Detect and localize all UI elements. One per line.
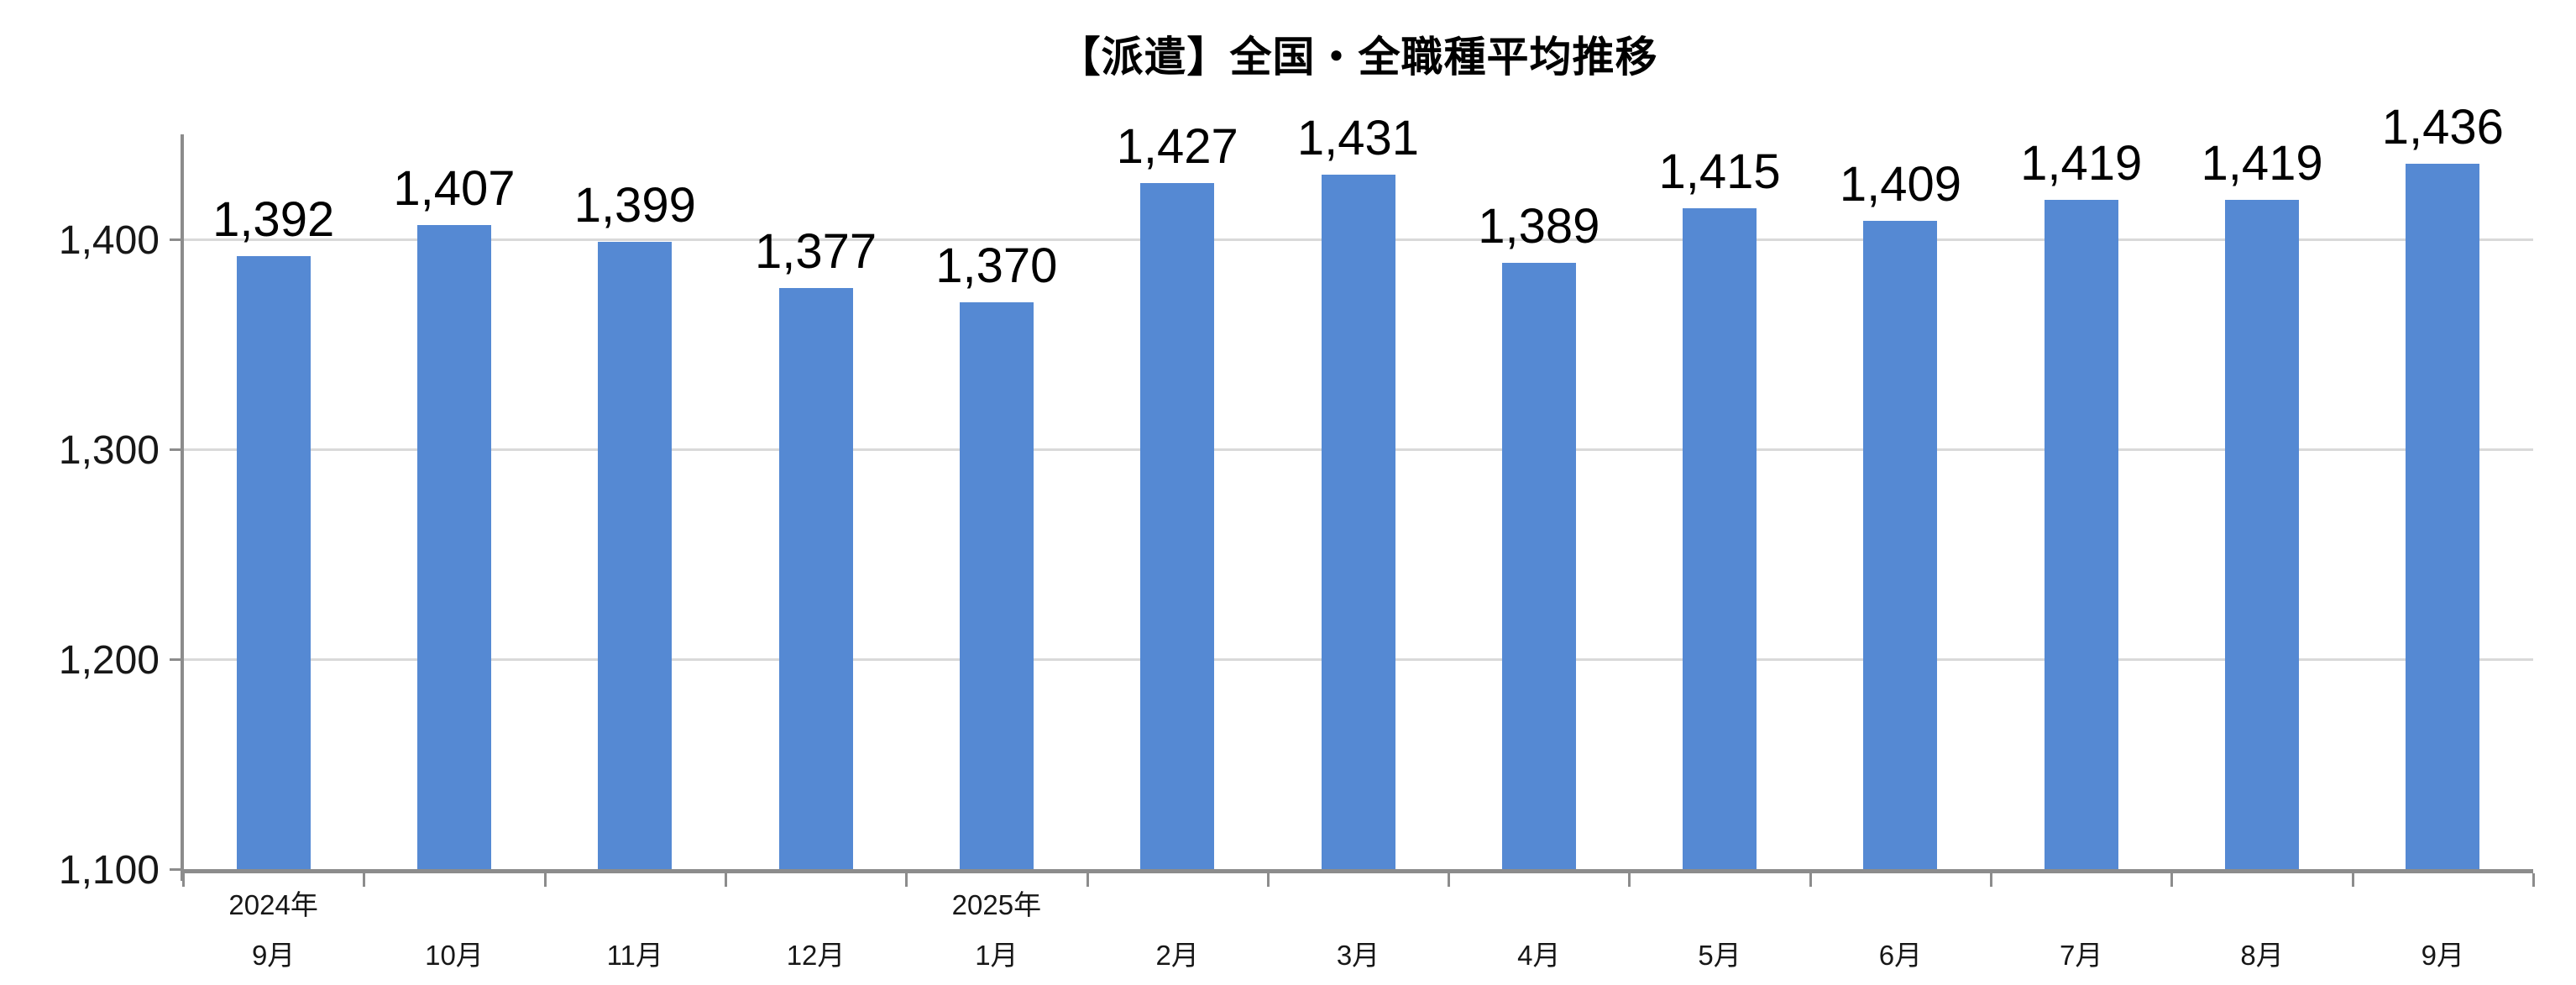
- y-axis-label-1100: 1,100: [58, 848, 160, 893]
- data-label-2: 1,399: [573, 177, 696, 233]
- x-axis-month-label-7: 4月: [1517, 940, 1561, 971]
- data-label-9: 1,409: [1839, 156, 1961, 212]
- bar-7月-10: [2044, 199, 2118, 869]
- x-axis-month-label-6: 3月: [1336, 940, 1380, 971]
- data-label-1: 1,407: [393, 160, 516, 216]
- y-axis-label-1200: 1,200: [58, 638, 160, 683]
- x-axis-tick-13: [2532, 873, 2535, 887]
- bar-9月-0: [236, 256, 311, 869]
- x-axis-month-label-1: 10月: [425, 940, 484, 971]
- y-axis-tick-1300: [170, 448, 183, 451]
- x-axis-month-label-12: 9月: [2421, 940, 2465, 971]
- x-axis-month-label-5: 2月: [1155, 940, 1199, 971]
- x-axis-tick-3: [724, 873, 727, 887]
- data-label-7: 1,389: [1478, 198, 1600, 254]
- bar-10月-1: [416, 224, 491, 869]
- x-axis-tick-7: [1448, 873, 1451, 887]
- x-axis-month-label-3: 12月: [786, 940, 846, 971]
- x-axis-tick-1: [363, 873, 366, 887]
- x-axis-month-label-10: 7月: [2060, 940, 2103, 971]
- data-label-11: 1,419: [2201, 135, 2323, 191]
- data-label-5: 1,427: [1116, 118, 1238, 174]
- bar-5月-8: [1683, 207, 1757, 869]
- x-axis-tick-2: [543, 873, 547, 887]
- x-axis-tick-10: [1990, 873, 1993, 887]
- x-axis-month-label-0: 9月: [251, 940, 296, 971]
- data-label-3: 1,377: [754, 223, 877, 279]
- x-axis-tick-4: [905, 873, 908, 887]
- y-axis-label-1400: 1,400: [58, 218, 160, 263]
- chart-title: 【派遣】全国・全職種平均推移: [1058, 34, 1658, 81]
- data-label-6: 1,431: [1296, 110, 1420, 165]
- bar-9月-12: [2406, 164, 2480, 869]
- bar-2月-5: [1140, 182, 1215, 869]
- x-axis-month-label-11: 8月: [2240, 940, 2284, 971]
- x-axis-month-label-9: 6月: [1878, 940, 1923, 971]
- x-axis-month-label-2: 11月: [606, 940, 663, 971]
- y-axis-line: [181, 134, 184, 881]
- x-axis-month-label-8: 5月: [1698, 940, 1741, 971]
- data-label-12: 1,436: [2381, 100, 2504, 155]
- x-axis-line: [183, 869, 2533, 873]
- bar-11月-2: [598, 241, 673, 869]
- x-axis-year-label-2025年: 2025年: [951, 889, 1042, 920]
- x-axis-tick-0: [182, 873, 185, 887]
- x-axis-tick-6: [1266, 873, 1270, 887]
- x-axis-year-label-2024年: 2024年: [228, 889, 318, 920]
- y-axis-tick-1200: [170, 658, 183, 661]
- x-axis-tick-5: [1086, 873, 1089, 887]
- bar-12月-3: [778, 287, 853, 869]
- data-label-8: 1,415: [1658, 144, 1781, 199]
- y-axis-tick-1100: [170, 868, 183, 871]
- data-label-4: 1,370: [935, 238, 1058, 293]
- y-axis-tick-1400: [170, 238, 183, 241]
- x-axis-tick-9: [1809, 873, 1812, 887]
- bar-1月-4: [959, 302, 1034, 869]
- x-axis-tick-12: [2351, 873, 2354, 887]
- y-axis-label-1300: 1,300: [58, 428, 160, 473]
- data-label-10: 1,419: [2020, 135, 2143, 191]
- x-axis-tick-11: [2170, 873, 2174, 887]
- bar-8月-11: [2225, 199, 2300, 869]
- bar-3月-6: [1321, 174, 1395, 869]
- x-axis-month-label-4: 1月: [975, 940, 1018, 971]
- data-label-0: 1,392: [212, 192, 335, 247]
- bar-6月-9: [1863, 220, 1938, 869]
- x-axis-tick-8: [1628, 873, 1631, 887]
- bar-4月-7: [1501, 262, 1576, 869]
